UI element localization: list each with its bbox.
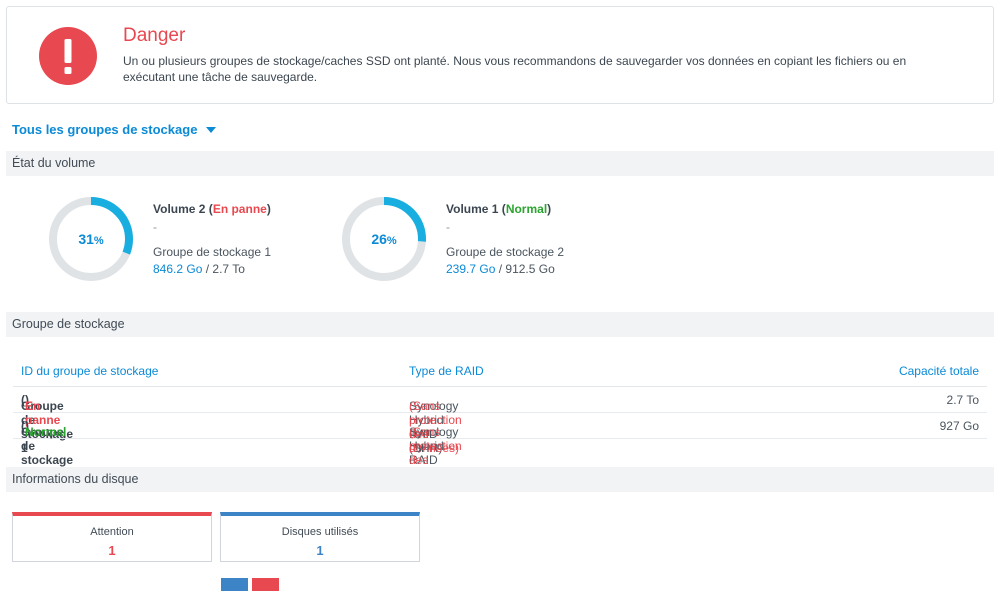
capacity-cell: 927 Go bbox=[939, 419, 979, 433]
alert-message: Un ou plusieurs groupes de stockage/cach… bbox=[123, 54, 907, 84]
capacity-cell: 2.7 To bbox=[946, 393, 979, 407]
card-label: Attention bbox=[90, 526, 134, 538]
volume-usage-ring bbox=[49, 197, 133, 281]
card-value: 1 bbox=[108, 543, 116, 558]
pool-id-cell: Groupe de stockage 2 (Normal) bbox=[21, 419, 74, 481]
card-value: 1 bbox=[316, 543, 324, 558]
storage-pool-header: Groupe de stockage bbox=[6, 312, 994, 337]
disk-legend-attention bbox=[252, 578, 279, 591]
disk-info-header: Informations du disque bbox=[6, 467, 994, 492]
volume-usage-percent: 31% bbox=[78, 231, 104, 247]
volume-usage-ring bbox=[342, 197, 426, 281]
column-header-pool-id[interactable]: ID du groupe de stockage bbox=[21, 364, 159, 378]
danger-alert: Danger Un ou plusieurs groupes de stocka… bbox=[6, 6, 994, 104]
alert-title: Danger bbox=[123, 25, 186, 46]
volume-status: Normal bbox=[505, 202, 548, 216]
volume-pool: Groupe de stockage 2 bbox=[446, 245, 565, 259]
exclamation-icon bbox=[39, 27, 97, 85]
chevron-down-icon bbox=[206, 126, 217, 133]
card-label: Disques utilisés bbox=[281, 526, 359, 538]
column-header-total-capacity[interactable]: Capacité totale bbox=[898, 364, 979, 378]
volume-description: - bbox=[446, 220, 450, 234]
table-row[interactable]: Groupe de stockage 2 (Normal) Synology H… bbox=[13, 413, 987, 481]
volume-status-header: État du volume bbox=[6, 151, 994, 176]
volume-status: En panne bbox=[212, 202, 267, 216]
volume-capacity: 846.2 Go / 2.7 To bbox=[153, 262, 245, 276]
volume-name: Volume 1 (Normal) bbox=[446, 202, 552, 216]
volume-card[interactable]: 26% Volume 1 (Normal) - Groupe de stocka… bbox=[341, 196, 671, 286]
volume-name: Volume 2 (En panne) bbox=[153, 202, 271, 216]
volume-pool: Groupe de stockage 1 bbox=[153, 245, 272, 259]
table-header: ID du groupe de stockage Type de RAID Ca… bbox=[13, 359, 987, 387]
pool-id-cell: Groupe de stockage 1 (En panne) bbox=[21, 393, 74, 455]
storage-pool-selector-label: Tous les groupes de stockage bbox=[12, 122, 198, 137]
storage-pool-table: ID du groupe de stockage Type de RAID Ca… bbox=[13, 359, 987, 481]
volume-card[interactable]: 31% Volume 2 (En panne) - Groupe de stoc… bbox=[48, 196, 378, 286]
volume-capacity: 239.7 Go / 912.5 Go bbox=[446, 262, 555, 276]
volume-description: - bbox=[153, 220, 157, 234]
volume-usage-percent: 26% bbox=[371, 231, 397, 247]
attention-card[interactable]: Attention 1 bbox=[12, 512, 212, 562]
table-row[interactable]: Groupe de stockage 1 (En panne) Synology… bbox=[13, 387, 987, 455]
column-header-raid-type[interactable]: Type de RAID bbox=[409, 364, 484, 378]
storage-pool-selector[interactable]: Tous les groupes de stockage bbox=[12, 122, 217, 137]
disk-legend-used bbox=[221, 578, 248, 591]
disks-used-card[interactable]: Disques utilisés 1 bbox=[220, 512, 420, 562]
